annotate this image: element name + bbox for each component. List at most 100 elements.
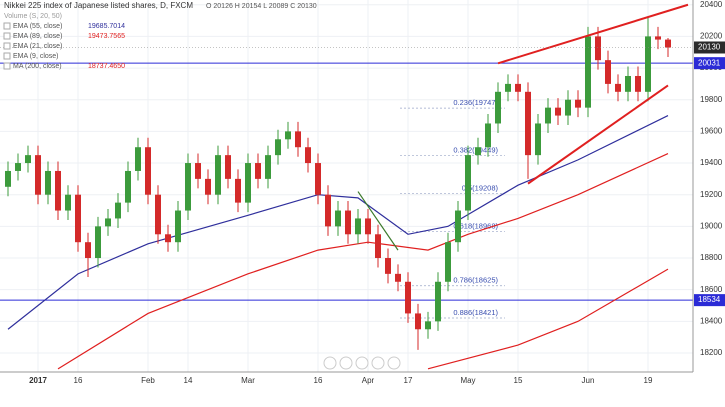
legend-checkbox xyxy=(3,52,11,60)
candle-body xyxy=(125,170,131,203)
candle-body xyxy=(305,147,311,164)
last-price-label: 20130 xyxy=(698,43,721,52)
indicator-line xyxy=(57,153,669,370)
legend-value: 19685.7014 xyxy=(88,23,125,30)
x-tick-label: 15 xyxy=(514,376,523,385)
last-price-box xyxy=(694,41,725,54)
volume-text: Volume (S, 20, 50) xyxy=(4,13,62,20)
candle-body xyxy=(345,210,351,235)
fib-label: 0.5(19208) xyxy=(462,183,499,192)
y-tick-label: 19800 xyxy=(700,95,723,104)
candle-body xyxy=(635,75,641,92)
candle-body xyxy=(425,321,431,330)
legend-name: EMA (9, close) xyxy=(13,53,59,60)
candle-body xyxy=(655,36,661,40)
candle-body xyxy=(415,313,421,330)
candle-body xyxy=(445,242,451,282)
y-tick-label: 20400 xyxy=(700,0,723,9)
ohlc-text: O 20126 H 20154 L 20089 C 20130 xyxy=(206,3,317,10)
legend-value: 18737.4650 xyxy=(88,63,125,70)
candle-body xyxy=(555,107,561,116)
y-tick-label: 18200 xyxy=(700,348,723,357)
candle-body xyxy=(245,163,251,203)
candle-body xyxy=(65,194,71,211)
candle-body xyxy=(225,155,231,179)
candle-body xyxy=(535,123,541,156)
nav-button[interactable] xyxy=(371,356,385,370)
candle-body xyxy=(265,155,271,179)
legend-checkbox xyxy=(3,32,11,40)
legend-checkbox xyxy=(3,22,11,30)
fib-label: 0.618(18968) xyxy=(453,221,498,230)
x-tick-label: Feb xyxy=(141,376,155,385)
candle-body xyxy=(505,83,511,92)
price-label-box xyxy=(694,294,725,307)
candle-body xyxy=(495,91,501,124)
legend-checkbox xyxy=(3,42,11,50)
y-tick-label: 18400 xyxy=(700,316,723,325)
candle-body xyxy=(325,194,331,227)
nav-button[interactable] xyxy=(339,356,353,370)
y-tick-label: 19000 xyxy=(700,221,723,230)
nav-button[interactable] xyxy=(323,356,337,370)
candle-body xyxy=(95,226,101,259)
candle-body xyxy=(175,210,181,243)
fib-label: 0.236(19747) xyxy=(453,98,498,107)
legend: Nikkei 225 index of Japanese listed shar… xyxy=(3,1,317,70)
candle-body xyxy=(375,234,381,259)
x-tick-label: Jun xyxy=(582,376,595,385)
candle-body xyxy=(235,178,241,203)
candle-body xyxy=(545,107,551,124)
x-tick-label: 16 xyxy=(314,376,323,385)
candle-body xyxy=(465,155,471,211)
legend-name: MA (200, close) xyxy=(13,63,62,70)
price-label: 18534 xyxy=(698,295,721,304)
candle-body xyxy=(455,210,461,243)
candle-body xyxy=(595,36,601,61)
trend-line xyxy=(497,3,689,65)
legend-name: EMA (55, close) xyxy=(13,23,62,30)
candle-body xyxy=(135,147,141,171)
indicator-line xyxy=(427,268,669,370)
candle-body xyxy=(105,218,111,227)
candle-body xyxy=(315,163,321,195)
candle-body xyxy=(335,210,341,227)
x-tick-label: 2017 xyxy=(29,376,47,385)
candle-body xyxy=(15,163,21,171)
candle-body xyxy=(665,39,671,48)
candle-body xyxy=(75,194,81,243)
x-tick-label: Apr xyxy=(362,376,375,385)
candle-body xyxy=(165,234,171,243)
candle-body xyxy=(85,242,91,259)
x-tick-label: 16 xyxy=(74,376,83,385)
legend-checkbox xyxy=(3,62,11,70)
candle-body xyxy=(295,131,301,148)
candle-body xyxy=(115,202,121,219)
trend-line xyxy=(357,191,399,251)
price-label: 20031 xyxy=(698,58,721,67)
nav-buttons[interactable] xyxy=(323,356,401,370)
candle-body xyxy=(355,218,361,235)
candle-body xyxy=(585,36,591,108)
candle-body xyxy=(285,131,291,140)
candle-body xyxy=(145,147,151,195)
candle-body xyxy=(485,123,491,148)
x-tick-label: 19 xyxy=(644,376,653,385)
candle-body xyxy=(475,147,481,156)
fib-label: 0.886(18421) xyxy=(453,308,498,317)
candle-body xyxy=(55,170,61,211)
candle-body xyxy=(255,163,261,179)
candle-body xyxy=(385,258,391,274)
axes: 18200 18400 18600 18800 19000 19200 19400 19600… xyxy=(29,0,725,385)
candle-body xyxy=(575,99,581,108)
trend-line xyxy=(527,84,669,185)
nav-button[interactable] xyxy=(387,356,401,370)
y-tick-label: 19200 xyxy=(700,190,723,199)
legend-value: 19473.7565 xyxy=(88,33,125,40)
y-tick-label: 18800 xyxy=(700,253,723,262)
candle-body xyxy=(195,163,201,179)
y-tick-label: 18600 xyxy=(700,285,723,294)
nav-button[interactable] xyxy=(355,356,369,370)
price-label-box xyxy=(694,57,725,70)
